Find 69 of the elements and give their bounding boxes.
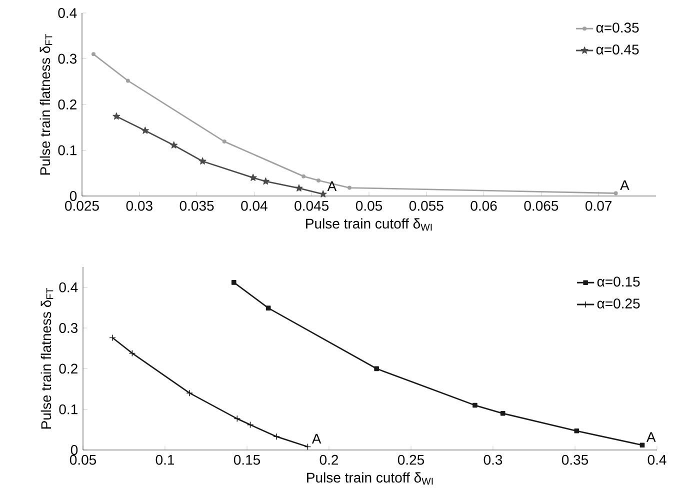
annotation: A <box>312 434 322 444</box>
x-tick-label: 0.2 <box>320 454 338 465</box>
point <box>262 177 270 185</box>
annotation: A <box>620 180 630 190</box>
y-axis-title: Pulse train flatness δ$_{FT}$ <box>40 34 52 175</box>
point <box>640 442 645 448</box>
point <box>374 366 379 372</box>
x-tick-label: 0.025 <box>65 200 99 211</box>
y-tick-label: 0.1 <box>58 145 76 156</box>
x-tick-label: 0.045 <box>294 200 329 211</box>
point <box>614 191 618 196</box>
y-axis-title: Pulse train flatness δ$_{FT}$ <box>40 288 54 429</box>
point <box>500 411 506 416</box>
legend-label: α=0.45 <box>596 44 639 54</box>
point <box>170 141 178 148</box>
point <box>91 52 96 56</box>
annotation: A <box>327 181 337 191</box>
legend-label: α=0.25 <box>597 298 640 308</box>
point <box>141 126 149 134</box>
x-tick-label: 0.065 <box>524 200 558 211</box>
y-tick-label: 0 <box>70 191 77 201</box>
point <box>186 390 194 396</box>
x-tick-label: 0.05 <box>356 200 382 211</box>
point <box>128 350 136 357</box>
point <box>126 78 130 83</box>
point <box>304 443 312 450</box>
point <box>231 280 236 285</box>
x-axis-title: Pulse train cutoff δ$_{WI}$ <box>306 218 432 231</box>
point <box>295 184 303 192</box>
point <box>234 415 241 422</box>
y-tick-label: 0.2 <box>58 100 76 110</box>
point <box>319 190 327 198</box>
point <box>472 402 478 408</box>
legend-label: α=0.35 <box>596 22 639 33</box>
point <box>112 112 120 120</box>
point <box>302 174 306 178</box>
x-tick-label: 0.4 <box>648 454 666 465</box>
point <box>347 186 352 190</box>
point <box>249 174 257 181</box>
x-tick-label: 0.35 <box>562 454 588 465</box>
x-tick-label: 0.03 <box>126 200 152 211</box>
y-tick-label: 0.2 <box>59 364 78 374</box>
x-tick-label: 0.05 <box>70 454 96 465</box>
x-tick-label: 0.055 <box>409 200 444 211</box>
x-tick-label: 0.04 <box>241 200 268 211</box>
y-tick-label: 0.1 <box>59 404 78 414</box>
x-tick-label: 0.1 <box>156 454 174 465</box>
x-tick-label: 0.25 <box>398 454 424 465</box>
point <box>316 178 320 182</box>
point <box>198 157 206 164</box>
y-tick-label: 0.4 <box>58 8 77 18</box>
x-tick-label: 0.035 <box>180 200 214 211</box>
point <box>574 428 580 434</box>
x-tick-label: 0.06 <box>470 200 497 211</box>
x-tick-label: 0.07 <box>586 200 612 211</box>
point <box>273 433 280 440</box>
x-axis-title: Pulse train cutoff δ$_{WI}$ <box>307 472 433 485</box>
legend-label: α=0.15 <box>597 276 640 287</box>
y-tick-label: 0.4 <box>59 282 78 292</box>
x-tick-label: 0.15 <box>234 454 260 465</box>
y-tick-label: 0.3 <box>59 323 78 333</box>
point <box>109 334 116 342</box>
point <box>246 421 254 428</box>
annotation: A <box>646 432 656 442</box>
x-tick-label: 0.3 <box>484 454 502 465</box>
y-tick-label: 0.3 <box>58 54 77 64</box>
y-tick-label: 0 <box>70 445 78 455</box>
point <box>266 306 271 310</box>
point <box>222 140 226 144</box>
